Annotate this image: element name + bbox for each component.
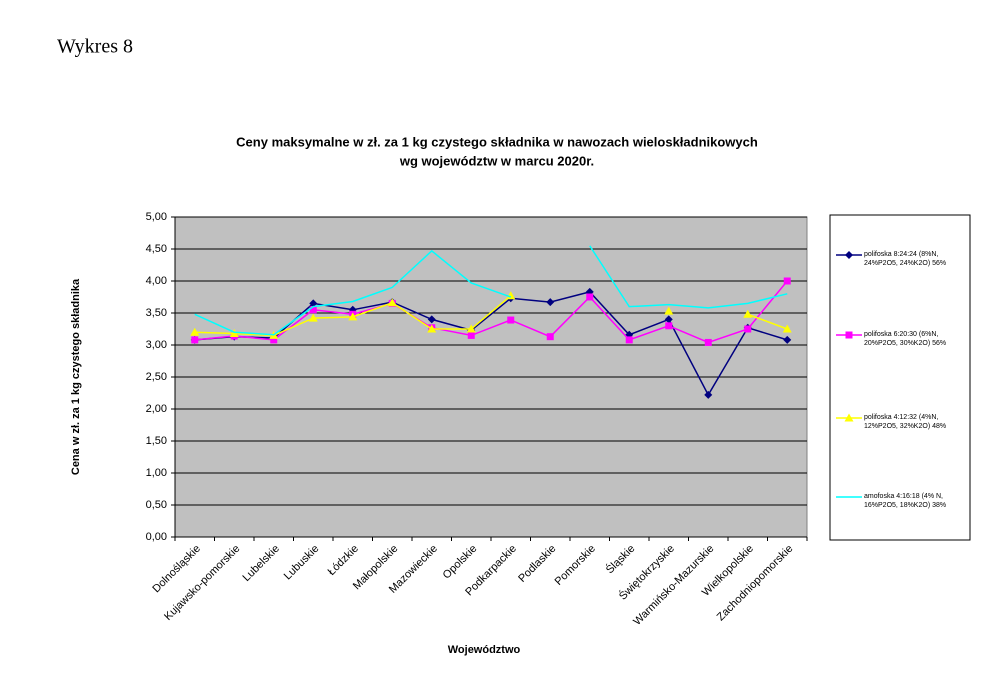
x-tick-label: Łódzkie [326,543,361,578]
series-line [194,249,512,336]
marker [845,251,853,259]
marker [625,336,633,344]
marker [427,324,437,333]
legend-label: polifoska 6:20:30 (6%N, 20%P2O5, 30%K2O)… [864,331,947,347]
marker [743,309,753,318]
chart-title: Ceny maksymalne w zł. za 1 kg czystego s… [236,134,758,149]
series-line [194,280,788,344]
series-line [747,313,788,330]
marker [546,298,555,307]
x-tick-label: Pomorskie [553,543,598,588]
marker [467,331,475,339]
y-tick-label: 4,00 [146,275,167,287]
chart-title: wg województw w marcu 2020r. [399,153,594,168]
x-tick-label: Lubelskie [241,543,282,584]
y-tick-label: 1,00 [146,467,167,479]
marker [387,298,397,307]
marker [229,328,239,337]
marker [270,336,278,344]
legend-label: amofoska 4:16:18 (4% N, 16%P2O5, 18%K2O)… [864,493,947,509]
legend-label: polifoska 8:24:24 (8%N, 24%P2O5, 24%K2O)… [864,251,947,267]
marker [664,315,673,324]
y-tick-label: 2,50 [146,371,167,383]
y-tick-label: 5,00 [146,211,167,223]
marker [427,315,436,324]
legend-label: polifoska 4:12:32 (4%N, 12%P2O5, 32%K2O)… [864,414,947,430]
marker [783,277,791,285]
y-axis-label: Cena w zł. za 1 kg czystego składnika [70,278,82,475]
heading: Wykres 8 [57,36,133,58]
y-tick-label: 0,00 [146,531,167,543]
marker [845,331,853,339]
marker [704,390,713,399]
y-tick-label: 1,50 [146,435,167,447]
marker [309,306,317,314]
y-tick-label: 3,50 [146,307,167,319]
marker [782,324,792,333]
marker [664,306,674,315]
marker [190,327,200,336]
marker [308,313,318,322]
marker [844,413,854,422]
x-tick-label: Śląskie [603,542,637,576]
marker [309,299,318,308]
y-tick-label: 4,50 [146,243,167,255]
marker [506,291,516,300]
marker [546,333,554,341]
x-tick-label: Zachodniopomorskie [715,543,796,624]
marker [348,312,358,321]
y-tick-label: 3,00 [146,339,167,351]
marker [744,325,752,333]
marker [507,316,515,324]
marker [783,335,792,344]
marker [704,338,712,346]
series-line [589,245,788,309]
marker [191,336,199,344]
y-tick-label: 2,00 [146,403,167,415]
legend-box [829,214,971,541]
marker [665,322,673,330]
marker [466,324,476,333]
x-tick-label: Podlaskie [516,543,558,585]
x-tick-label: Opolskie [441,543,480,582]
x-tick-label: Kujawsko-pomorskie [162,543,242,623]
x-axis-label: Województwo [448,644,521,656]
marker [586,293,594,301]
y-tick-label: 0,50 [146,499,167,511]
x-tick-label: Lubuskie [282,543,322,583]
